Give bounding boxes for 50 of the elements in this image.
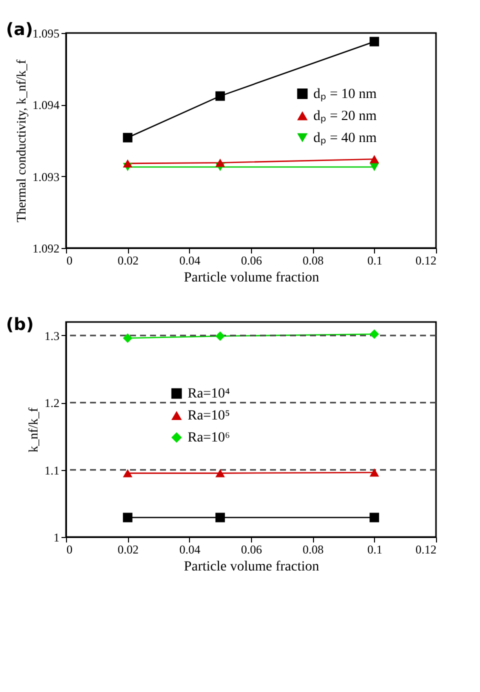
x-tick-label: 0 (66, 254, 72, 268)
x-axis-title: Particle volume fraction (184, 270, 320, 286)
x-tick-label: 0.04 (179, 254, 200, 268)
point (370, 468, 380, 477)
y-tick-label: 1.1 (44, 463, 60, 478)
chart-title: (a) (6, 20, 34, 40)
y-tick-label: 1.095 (32, 26, 60, 40)
y-axis-title: k_nf/k_f (26, 406, 40, 452)
x-tick-label: 0.12 (416, 542, 436, 556)
point (370, 36, 380, 46)
point (215, 469, 225, 478)
legend-label: Ra=10⁶ (188, 430, 230, 446)
x-tick-label: 0 (66, 542, 72, 556)
point (370, 329, 380, 339)
x-axis-title: Particle volume fraction (184, 560, 320, 574)
point (215, 158, 225, 167)
y-tick-label: 1.092 (32, 242, 60, 256)
x-tick-label: 0.08 (302, 254, 324, 268)
x-tick-label: 0.08 (302, 542, 324, 556)
y-tick-label: 1.093 (32, 170, 60, 184)
x-tick-label: 0.1 (367, 542, 382, 556)
chart-title: (b) (6, 315, 34, 335)
legend-label: dₚ = 10 nm (313, 86, 377, 102)
point (215, 512, 225, 522)
legend-label: dₚ = 40 nm (313, 130, 377, 146)
point (122, 333, 132, 343)
point (370, 162, 380, 172)
x-tick-label: 0.12 (416, 254, 436, 268)
point (370, 155, 380, 164)
x-tick-label: 0.06 (241, 254, 262, 268)
y-tick-label: 1 (54, 530, 60, 544)
x-tick-label: 0.02 (118, 254, 139, 268)
x-tick-label: 0.1 (367, 254, 382, 268)
point (122, 132, 132, 142)
x-tick-label: 0.06 (241, 542, 262, 556)
y-tick-label: 1.094 (32, 98, 60, 112)
y-axis-title: Thermal conductivity, k_nf/k_f (14, 58, 28, 222)
point (215, 331, 225, 341)
point (122, 469, 132, 478)
legend-label: dₚ = 20 nm (313, 108, 377, 124)
legend-label: Ra=10⁴ (188, 386, 230, 402)
point (122, 512, 132, 522)
x-tick-label: 0.04 (179, 542, 200, 556)
legend-label: Ra=10⁵ (188, 408, 230, 424)
point (122, 159, 132, 168)
y-tick-label: 1.2 (44, 396, 60, 410)
y-tick-label: 1.3 (44, 328, 60, 343)
point (370, 512, 380, 522)
point (215, 91, 225, 101)
x-tick-label: 0.02 (118, 542, 139, 556)
